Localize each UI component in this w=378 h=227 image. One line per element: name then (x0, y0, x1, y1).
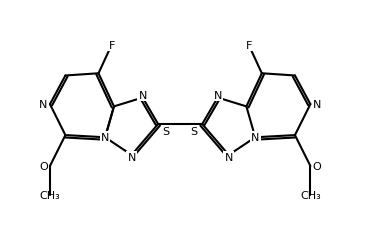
Text: F: F (245, 40, 252, 50)
Text: N: N (101, 133, 109, 143)
Text: CH₃: CH₃ (300, 190, 321, 200)
Text: N: N (39, 100, 48, 110)
Text: N: N (225, 153, 233, 163)
Text: N: N (214, 91, 222, 101)
Text: N: N (138, 91, 147, 101)
Text: O: O (313, 161, 321, 171)
Text: N: N (313, 100, 321, 110)
Text: F: F (108, 40, 115, 50)
Text: N: N (127, 153, 136, 163)
Text: N: N (251, 133, 259, 143)
Text: S: S (163, 126, 170, 136)
Text: CH₃: CH₃ (40, 190, 60, 200)
Text: O: O (39, 161, 48, 171)
Text: S: S (191, 126, 198, 136)
